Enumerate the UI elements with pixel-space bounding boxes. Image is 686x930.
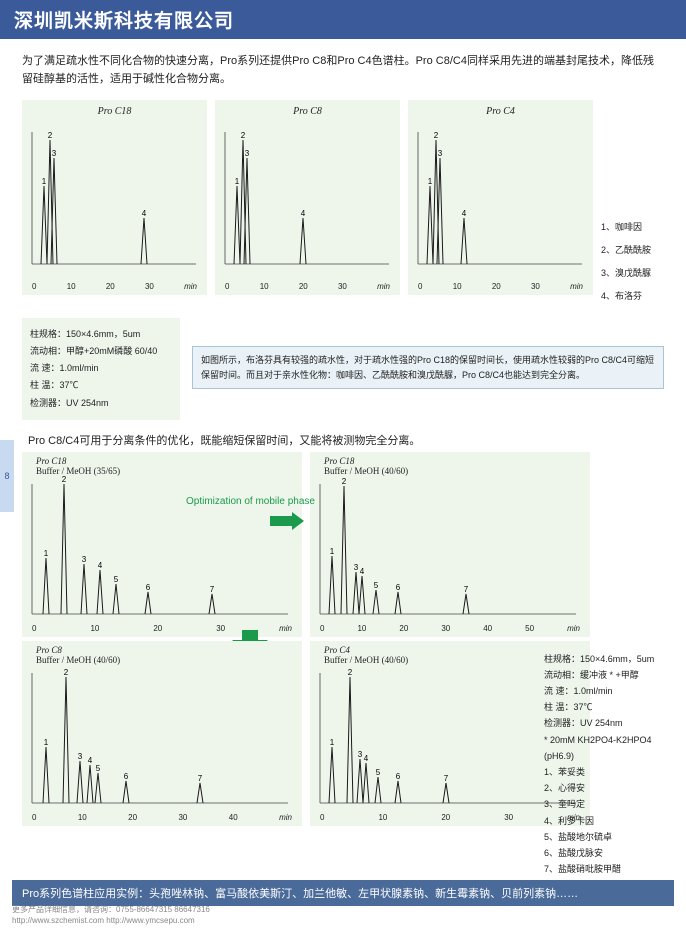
cond-line: 柱 温：37℃ bbox=[30, 377, 172, 394]
conditions-box-1: 柱规格：150×4.6mm，5um 流动相：甲醇+20mM磷酸 60/40 流 … bbox=[22, 318, 180, 419]
cond-line: 2、心得安 bbox=[544, 780, 656, 796]
chart-c8-4060: Pro C8Buffer / MeOH (40/60)1234567010203… bbox=[22, 641, 302, 826]
svg-text:1: 1 bbox=[330, 738, 335, 747]
top-charts-row: Pro C1812340102030min Pro C812340102030m… bbox=[0, 96, 686, 312]
svg-text:5: 5 bbox=[376, 768, 381, 777]
cond-line: 流 速：1.0ml/min bbox=[544, 683, 656, 699]
svg-text:2: 2 bbox=[241, 131, 246, 140]
svg-text:1: 1 bbox=[428, 177, 433, 186]
svg-text:5: 5 bbox=[374, 581, 379, 590]
legend-top: 1、咖啡因 2、乙酰酰胺 3、溴戊酰脲 4、布洛芬 bbox=[601, 100, 661, 312]
svg-text:7: 7 bbox=[464, 585, 469, 594]
footer-line: 更多产品详细信息，请咨询：0755-86647315 86647316 bbox=[12, 905, 210, 915]
cond-line: 3、奎吗定 bbox=[544, 796, 656, 812]
svg-text:6: 6 bbox=[396, 772, 401, 781]
cond-line: 检测器：UV 254nm bbox=[544, 715, 656, 731]
svg-text:6: 6 bbox=[396, 583, 401, 592]
conditions-box-2: 柱规格：150×4.6mm，5um 流动相：缓冲液 * +甲醇 流 速：1.0m… bbox=[540, 647, 660, 882]
arrow-right-icon bbox=[270, 512, 304, 530]
svg-text:3: 3 bbox=[78, 752, 83, 761]
cond-line: 6、盐酸戊脉安 bbox=[544, 845, 656, 861]
footer-bar: Pro系列色谱柱应用实例：头孢唑林钠、富马酸依美斯汀、加兰他敏、左甲状腺素钠、新… bbox=[12, 880, 674, 906]
svg-text:2: 2 bbox=[434, 131, 439, 140]
svg-text:1: 1 bbox=[235, 177, 240, 186]
svg-text:3: 3 bbox=[245, 149, 250, 158]
cond-line: 柱 温：37℃ bbox=[544, 699, 656, 715]
svg-text:1: 1 bbox=[42, 177, 47, 186]
svg-text:4: 4 bbox=[88, 756, 93, 765]
svg-text:3: 3 bbox=[354, 563, 359, 572]
svg-text:5: 5 bbox=[96, 764, 101, 773]
svg-text:4: 4 bbox=[301, 209, 306, 218]
svg-text:5: 5 bbox=[114, 575, 119, 584]
cond-line: 流动相：甲醇+20mM磷酸 60/40 bbox=[30, 343, 172, 360]
chart-c18-4060: Pro C18Buffer / MeOH (40/60)123456701020… bbox=[310, 452, 590, 637]
intro-text: 为了满足疏水性不同化合物的快速分离，Pro系列还提供Pro C8和Pro C4色… bbox=[0, 39, 686, 96]
chart-c18-3565: Pro C18Buffer / MeOH (35/65)123456701020… bbox=[22, 452, 302, 637]
svg-text:3: 3 bbox=[82, 555, 87, 564]
legend-item: 2、乙酰酰胺 bbox=[601, 243, 661, 256]
svg-text:4: 4 bbox=[462, 209, 467, 218]
svg-text:2: 2 bbox=[64, 668, 69, 677]
svg-text:4: 4 bbox=[364, 754, 369, 763]
footer-line: http://www.szchemist.com http://www.ymcs… bbox=[12, 916, 210, 926]
mid-row: 柱规格：150×4.6mm，5um 流动相：甲醇+20mM磷酸 60/40 流 … bbox=[0, 312, 686, 425]
svg-text:3: 3 bbox=[52, 149, 57, 158]
cond-line: 流 速：1.0ml/min bbox=[30, 360, 172, 377]
svg-text:3: 3 bbox=[358, 750, 363, 759]
optimization-label: Optimization of mobile phase bbox=[186, 496, 315, 507]
svg-text:7: 7 bbox=[444, 774, 449, 783]
cond-line: 1、苯妥类 bbox=[544, 764, 656, 780]
chart-pro-c4: Pro C412340102030min bbox=[408, 100, 593, 295]
svg-text:6: 6 bbox=[124, 772, 129, 781]
svg-text:1: 1 bbox=[44, 549, 49, 558]
sub-intro: Pro C8/C4可用于分离条件的优化，既能缩短保留时间，又能将被测物完全分离。 bbox=[0, 426, 686, 452]
cond-line: 5、盐酸地尔硫卓 bbox=[544, 829, 656, 845]
svg-text:2: 2 bbox=[348, 668, 353, 677]
footer-contact: 更多产品详细信息，请咨询：0755-86647315 86647316 http… bbox=[12, 905, 210, 926]
svg-text:4: 4 bbox=[360, 567, 365, 576]
cond-line: 柱规格：150×4.6mm，5um bbox=[30, 326, 172, 343]
svg-text:1: 1 bbox=[44, 738, 49, 747]
chart-pro-c8: Pro C812340102030min bbox=[215, 100, 400, 295]
cond-line: 检测器：UV 254nm bbox=[30, 395, 172, 412]
svg-text:2: 2 bbox=[342, 477, 347, 486]
cond-line: 4、利多卡因 bbox=[544, 813, 656, 829]
legend-item: 4、布洛芬 bbox=[601, 289, 661, 302]
company-header: 深圳凯米斯科技有限公司 bbox=[0, 0, 686, 39]
note-box: 如图所示，布洛芬具有较强的疏水性，对于疏水性强的Pro C18的保留时间长，使用… bbox=[192, 346, 664, 389]
svg-text:4: 4 bbox=[98, 561, 103, 570]
svg-text:6: 6 bbox=[146, 583, 151, 592]
cond-line: 流动相：缓冲液 * +甲醇 bbox=[544, 667, 656, 683]
svg-text:3: 3 bbox=[438, 149, 443, 158]
cond-line: 7、盐酸硝吡胺甲醋 bbox=[544, 861, 656, 877]
legend-item: 1、咖啡因 bbox=[601, 220, 661, 233]
svg-text:7: 7 bbox=[210, 585, 215, 594]
svg-text:7: 7 bbox=[198, 774, 203, 783]
chart-pro-c18: Pro C1812340102030min bbox=[22, 100, 207, 295]
svg-text:4: 4 bbox=[142, 209, 147, 218]
svg-text:1: 1 bbox=[330, 547, 335, 556]
cond-line: 柱规格：150×4.6mm，5um bbox=[544, 651, 656, 667]
svg-text:2: 2 bbox=[48, 131, 53, 140]
cond-line: * 20mM KH2PO4-K2HPO4 (pH6.9) bbox=[544, 732, 656, 764]
legend-item: 3、溴戊酰脲 bbox=[601, 266, 661, 279]
svg-text:2: 2 bbox=[62, 475, 67, 484]
bottom-charts: Pro C18Buffer / MeOH (35/65)123456701020… bbox=[0, 452, 686, 826]
